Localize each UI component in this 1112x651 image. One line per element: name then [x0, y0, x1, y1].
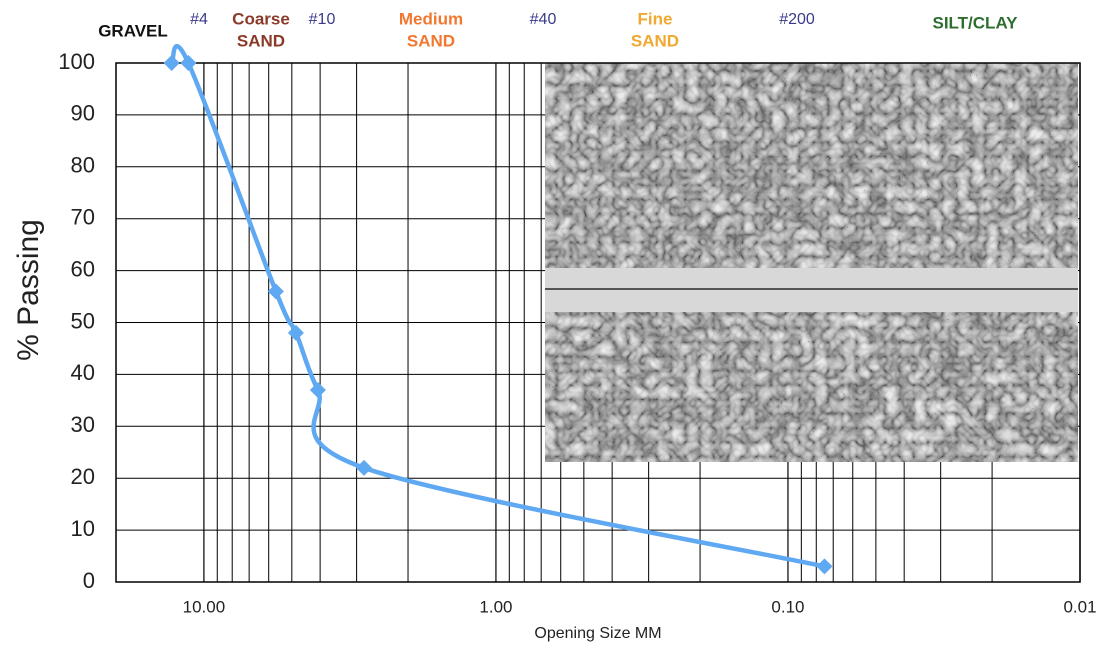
y-tick-label: 100	[58, 49, 95, 74]
annotation: #40	[530, 11, 557, 28]
annotation: Medium	[399, 9, 463, 28]
y-tick-label: 70	[71, 205, 95, 230]
y-tick-label: 60	[71, 256, 95, 281]
annotation: SILT/CLAY	[932, 13, 1018, 32]
x-tick-label: 0.10	[771, 597, 804, 616]
x-axis-title: Opening Size MM	[534, 625, 661, 642]
y-tick-label: 20	[71, 464, 95, 489]
annotation: Fine	[638, 9, 673, 28]
x-tick-label: 1.00	[479, 597, 512, 616]
marker	[816, 558, 833, 575]
annotation: #200	[779, 11, 815, 28]
annotation: GRAVEL	[98, 21, 168, 40]
annotation: SAND	[407, 31, 455, 50]
y-axis-title: % Passing	[12, 219, 45, 361]
y-tick-label: 10	[71, 516, 95, 541]
y-tick-label: 90	[71, 101, 95, 126]
x-tick-label: 10.00	[183, 597, 226, 616]
annotation: SAND	[237, 31, 285, 50]
marker	[287, 324, 304, 341]
marker	[356, 459, 373, 476]
y-tick-label: 30	[71, 412, 95, 437]
photo-texture	[545, 63, 1078, 462]
annotation: SAND	[631, 31, 679, 50]
annotation: #10	[309, 11, 336, 28]
marker	[180, 55, 197, 71]
y-tick-label: 50	[71, 308, 95, 333]
ruler-line	[545, 288, 1078, 290]
y-tick-label: 0	[83, 568, 95, 593]
y-tick-label: 40	[71, 360, 95, 385]
x-tick-label: 0.01	[1063, 597, 1096, 616]
curve	[169, 43, 825, 569]
y-tick-label: 80	[71, 153, 95, 178]
plot-border	[115, 62, 1081, 583]
marker	[163, 55, 180, 71]
annotation: Coarse	[232, 9, 290, 28]
marker	[267, 283, 284, 300]
photo	[545, 63, 1078, 462]
annotation: #4	[190, 11, 208, 28]
marker	[309, 381, 326, 398]
